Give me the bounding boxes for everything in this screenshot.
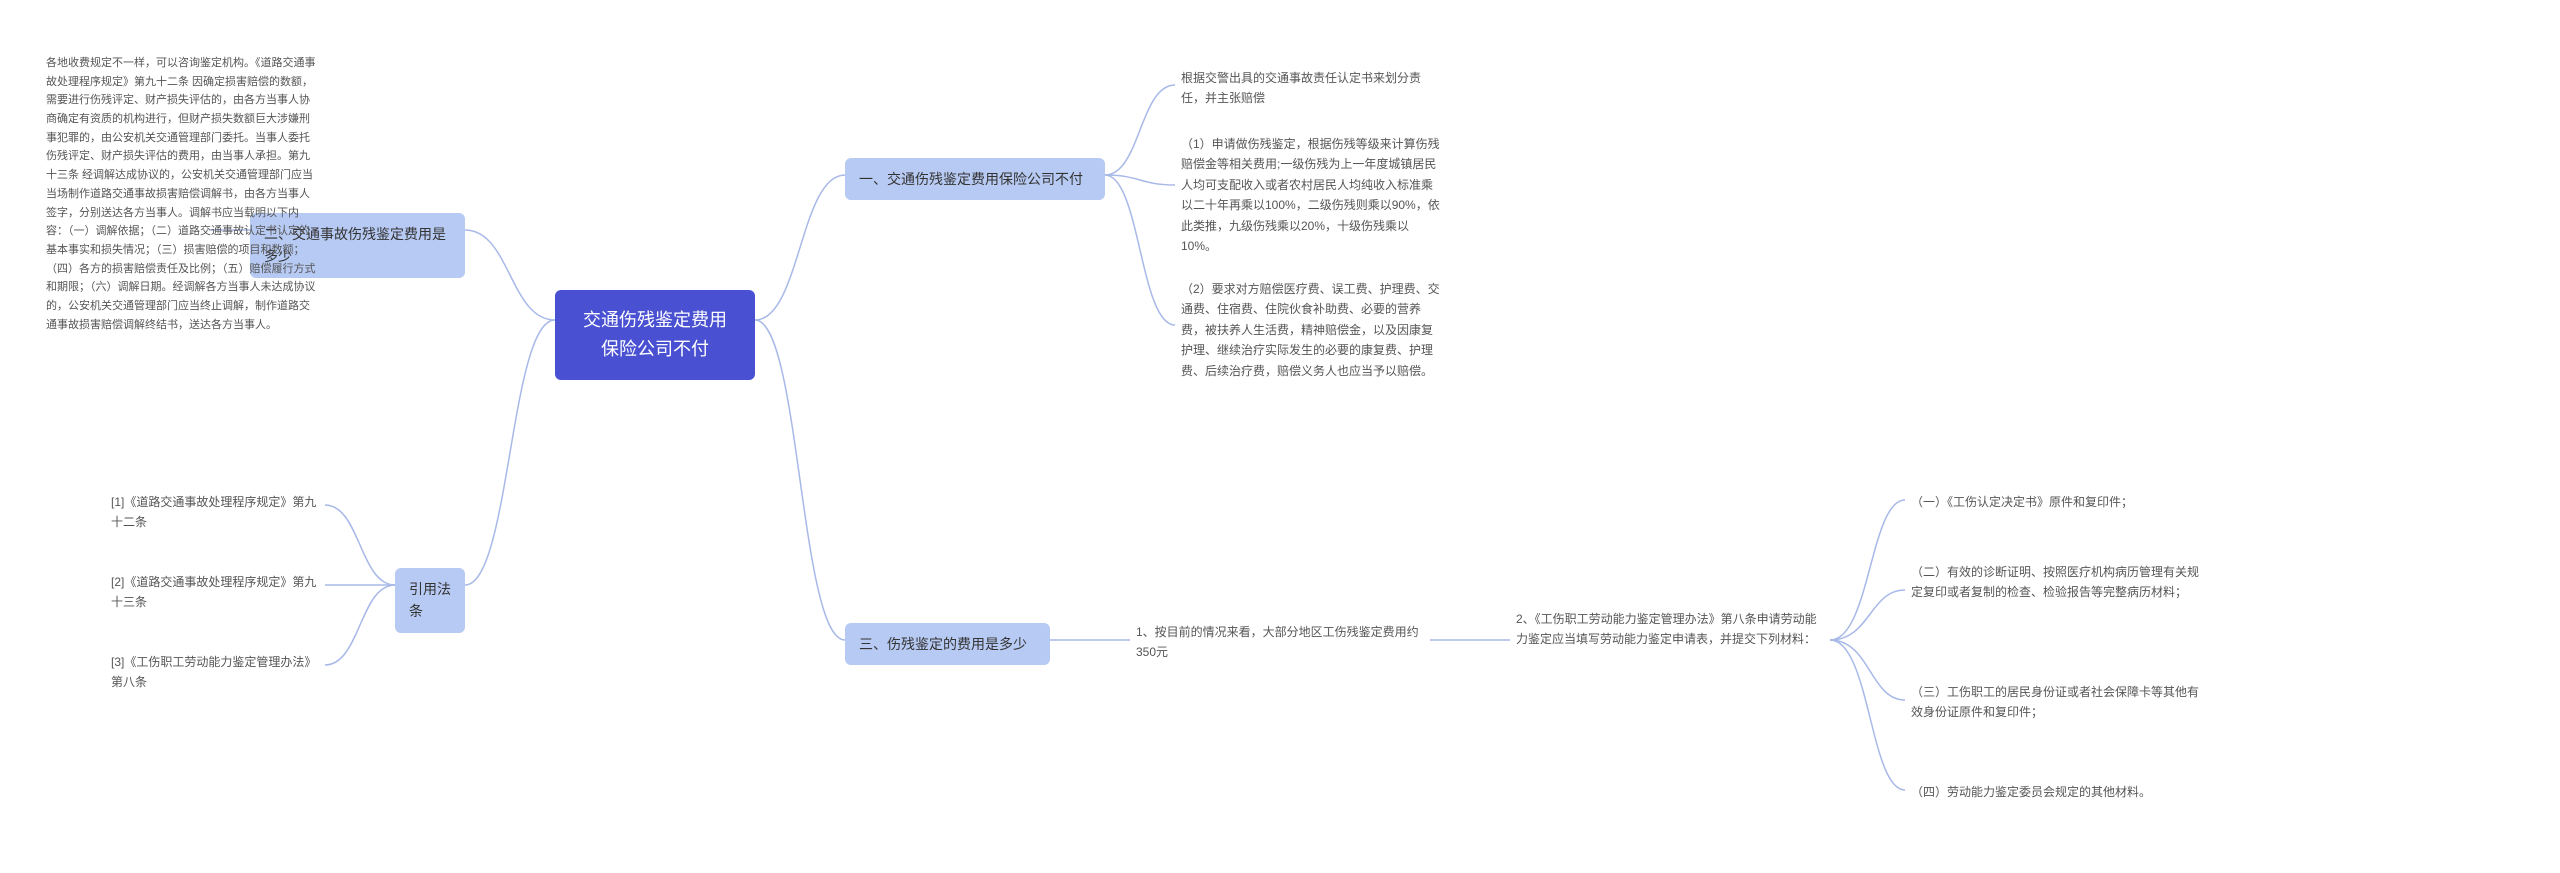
leaf-r1-c3: （2）要求对方赔偿医疗费、误工费、护理费、交通费、住宿费、住院伙食补助费、必要的… (1175, 275, 1450, 385)
leaf-l2-c1: 各地收费规定不一样，可以咨询鉴定机构。《道路交通事故处理程序规定》第九十二条 因… (40, 50, 325, 338)
leaf-l4-c3-text: [3]《工伤职工劳动能力鉴定管理办法》第八条 (111, 655, 316, 689)
leaf-l4-c1: [1]《道路交通事故处理程序规定》第九十二条 (105, 488, 325, 537)
leaf-r3-c1-text: 1、按目前的情况来看，大部分地区工伤残鉴定费用约350元 (1136, 625, 1419, 659)
leaf-r1-c3-text: （2）要求对方赔偿医疗费、误工费、护理费、交通费、住宿费、住院伙食补助费、必要的… (1181, 282, 1440, 378)
branch-r1[interactable]: 一、交通伤残鉴定费用保险公司不付 (845, 158, 1105, 200)
leaf-r1-c1: 根据交警出具的交通事故责任认定书来划分责任，并主张赔偿 (1175, 64, 1445, 113)
leaf-l4-c3: [3]《工伤职工劳动能力鉴定管理办法》第八条 (105, 648, 325, 697)
leaf-r3-c2-text: 2、《工伤职工劳动能力鉴定管理办法》第八条申请劳动能力鉴定应当填写劳动能力鉴定申… (1516, 612, 1817, 646)
leaf-l4-c2-text: [2]《道路交通事故处理程序规定》第九十三条 (111, 575, 316, 609)
leaf-r3-c1: 1、按目前的情况来看，大部分地区工伤残鉴定费用约350元 (1130, 618, 1430, 667)
leaf-r1-c1-text: 根据交警出具的交通事故责任认定书来划分责任，并主张赔偿 (1181, 71, 1421, 105)
branch-r3-label: 三、伤残鉴定的费用是多少 (859, 636, 1027, 652)
leaf-r3-d2-text: （二）有效的诊断证明、按照医疗机构病历管理有关规定复印或者复制的检查、检验报告等… (1911, 565, 2199, 599)
leaf-l2-c1-text: 各地收费规定不一样，可以咨询鉴定机构。《道路交通事故处理程序规定》第九十二条 因… (46, 57, 316, 331)
branch-l4[interactable]: 引用法条 (395, 568, 465, 633)
leaf-r3-d4: （四）劳动能力鉴定委员会规定的其他材料。 (1905, 778, 2205, 806)
branch-r1-label: 一、交通伤残鉴定费用保险公司不付 (859, 171, 1083, 187)
leaf-r3-d2: （二）有效的诊断证明、按照医疗机构病历管理有关规定复印或者复制的检查、检验报告等… (1905, 558, 2205, 607)
leaf-r3-d1-text: （一）《工伤认定决定书》原件和复印件； (1911, 495, 2133, 509)
leaf-r3-c2: 2、《工伤职工劳动能力鉴定管理办法》第八条申请劳动能力鉴定应当填写劳动能力鉴定申… (1510, 605, 1830, 654)
leaf-l4-c1-text: [1]《道路交通事故处理程序规定》第九十二条 (111, 495, 316, 529)
leaf-r3-d4-text: （四）劳动能力鉴定委员会规定的其他材料。 (1911, 785, 2151, 799)
branch-l4-label: 引用法条 (409, 581, 451, 619)
leaf-r1-c2: （1）申请做伤残鉴定，根据伤残等级来计算伤残赔偿金等相关费用;一级伤残为上一年度… (1175, 130, 1450, 260)
leaf-r1-c2-text: （1）申请做伤残鉴定，根据伤残等级来计算伤残赔偿金等相关费用;一级伤残为上一年度… (1181, 137, 1440, 253)
leaf-r3-d3-text: （三）工伤职工的居民身份证或者社会保障卡等其他有效身份证原件和复印件； (1911, 685, 2199, 719)
root-label: 交通伤残鉴定费用保险公司不付 (583, 310, 727, 359)
root-node[interactable]: 交通伤残鉴定费用保险公司不付 (555, 290, 755, 380)
branch-r3[interactable]: 三、伤残鉴定的费用是多少 (845, 623, 1050, 665)
leaf-r3-d1: （一）《工伤认定决定书》原件和复印件； (1905, 488, 2205, 516)
leaf-l4-c2: [2]《道路交通事故处理程序规定》第九十三条 (105, 568, 325, 617)
leaf-r3-d3: （三）工伤职工的居民身份证或者社会保障卡等其他有效身份证原件和复印件； (1905, 678, 2205, 727)
